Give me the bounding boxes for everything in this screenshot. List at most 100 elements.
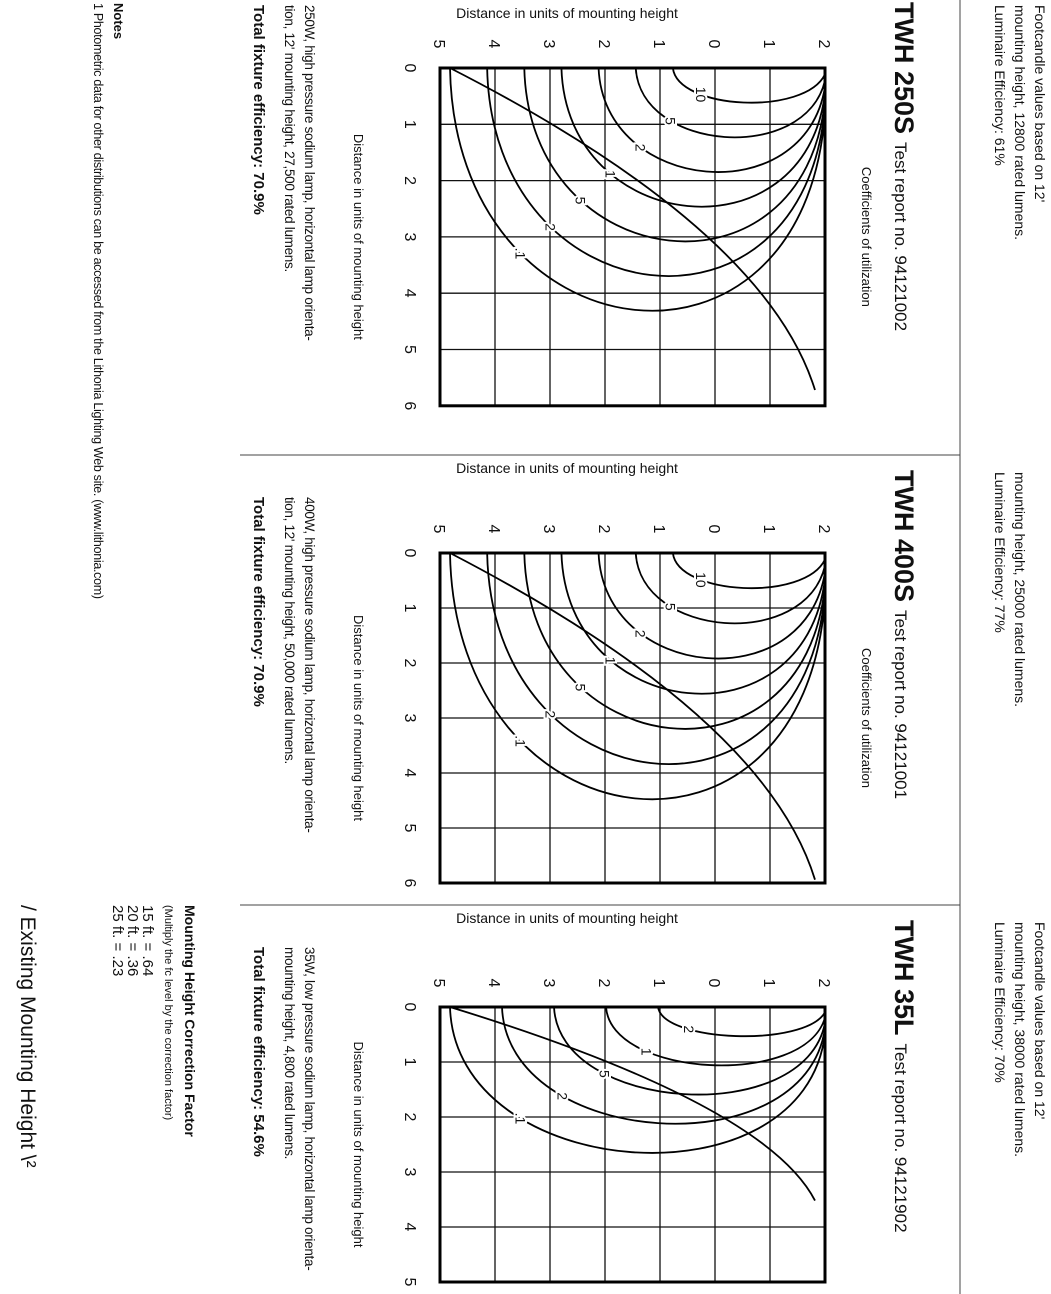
col-label: 5	[401, 824, 418, 833]
contour-label: 10	[693, 572, 709, 588]
col-label: 1	[401, 604, 418, 613]
correction-line: 25 ft. = .23	[109, 905, 126, 976]
notes-title: Notes	[111, 3, 126, 39]
contour	[634, 67, 826, 139]
col-label: 3	[401, 714, 418, 723]
cutoff-curve	[449, 552, 816, 880]
correction-line: 15 ft. = .64	[139, 905, 156, 976]
contour	[523, 552, 826, 730]
col-label: 4	[401, 769, 418, 778]
contour-label: 5	[597, 1070, 613, 1078]
footnote: Footcandle values based on 12'	[1032, 922, 1048, 1119]
notes-text: 1 Photometric data for other distributio…	[91, 3, 105, 599]
footnote: mounting height, 25000 rated lumens.	[1012, 472, 1028, 707]
grid-border	[438, 1005, 827, 1284]
efficiency: Total fixture efficiency: 70.9%	[250, 497, 267, 707]
footnote: Footcandle values based on 12'	[1032, 5, 1048, 202]
contour-label: .1	[513, 1113, 529, 1125]
row-label: 5	[430, 40, 447, 49]
col-label: 2	[401, 659, 418, 668]
report-number: Test report no. 94121902	[891, 1044, 910, 1233]
contour	[486, 552, 826, 765]
contour-label: 2	[543, 223, 559, 231]
row-label: 1	[650, 525, 667, 534]
contour	[605, 1006, 826, 1067]
footnote: Luminaire Efficiency: 70%	[992, 922, 1008, 1083]
efficiency: Total fixture efficiency: 54.6%	[250, 947, 267, 1157]
contour-label: 2	[555, 1092, 571, 1100]
row-label: 4	[485, 40, 502, 49]
horizontal-axis-label: Distance in units of mounting height	[351, 615, 366, 821]
col-label: 4	[401, 1223, 418, 1232]
correction-title: Mounting Height Correction Factor	[182, 905, 198, 1137]
row-label: 1	[650, 979, 667, 988]
row-label: 1	[760, 525, 777, 534]
contour-label: 2	[543, 710, 559, 718]
col-label: 4	[401, 289, 418, 298]
row-label: 2	[595, 525, 612, 534]
contour	[501, 1006, 826, 1125]
contour-label: 5	[573, 197, 589, 205]
row-label: 5	[430, 979, 447, 988]
description: 400W, high pressure sodium lamp, horizon…	[302, 497, 317, 833]
col-label: 2	[401, 176, 418, 185]
model-title: TWH 35L	[889, 920, 919, 1036]
footnote: mounting height, 38000 rated lumens.	[1012, 922, 1028, 1157]
formula: / Existing Mounting Height \²	[16, 905, 39, 1168]
efficiency: Total fixture efficiency: 70.9%	[250, 5, 267, 215]
contour	[449, 552, 826, 801]
horizontal-axis-label: Distance in units of mounting height	[351, 1042, 366, 1248]
row-label: 2	[595, 40, 612, 49]
row-label: 5	[430, 525, 447, 534]
contour-label: 2	[681, 1025, 697, 1033]
description: tion, 12' mounting height, 50,000 rated …	[282, 497, 297, 764]
correction-subtitle: (Multiply the fc level by the correction…	[162, 905, 174, 1120]
contour	[449, 67, 826, 312]
contour-label: 5	[663, 603, 679, 611]
contour	[553, 1006, 826, 1096]
row-label: 1	[760, 40, 777, 49]
row-label: 0	[705, 979, 722, 988]
col-label: 2	[401, 1113, 418, 1122]
contour-label: .1	[513, 735, 529, 747]
col-label: 0	[401, 549, 418, 558]
contour	[671, 67, 826, 104]
subtitle: Coefficients of utilization	[859, 167, 874, 307]
row-label: 3	[540, 979, 557, 988]
col-label: 3	[401, 1168, 418, 1177]
col-label: 1	[401, 120, 418, 129]
row-label: 0	[705, 40, 722, 49]
col-label: 3	[401, 232, 418, 241]
contour	[486, 67, 826, 277]
cutoff-curve	[449, 67, 816, 391]
model-title: TWH 250S	[889, 2, 919, 134]
subtitle: Coefficients of utilization	[859, 648, 874, 788]
description: 35W, low pressure sodium lamp, horizonta…	[302, 947, 317, 1270]
model-title: TWH 400S	[889, 470, 919, 602]
col-label: 5	[401, 345, 418, 354]
vertical-axis-label: Distance in units of mounting height	[456, 910, 678, 926]
contour	[560, 552, 826, 695]
row-label: 4	[485, 525, 502, 534]
row-label: 3	[540, 525, 557, 534]
col-label: 1	[401, 1058, 418, 1067]
report-number: Test report no. 94121001	[891, 610, 910, 799]
description: mounting height, 4,800 rated lumens.	[282, 947, 297, 1159]
row-label: 2	[815, 979, 832, 988]
contour	[671, 552, 826, 590]
contour-label: .1	[513, 248, 529, 260]
col-label: 6	[401, 401, 418, 410]
footnote: mounting height, 12800 rated lumens.	[1012, 5, 1028, 240]
contour	[449, 1006, 826, 1154]
contour-label: 2	[633, 144, 649, 152]
contour	[597, 552, 826, 660]
row-label: 4	[485, 979, 502, 988]
col-label: 6	[401, 879, 418, 888]
row-label: 0	[705, 525, 722, 534]
contour-label: 5	[663, 117, 679, 125]
row-label: 3	[540, 40, 557, 49]
row-label: 2	[595, 979, 612, 988]
contour-label: 1	[603, 657, 619, 665]
